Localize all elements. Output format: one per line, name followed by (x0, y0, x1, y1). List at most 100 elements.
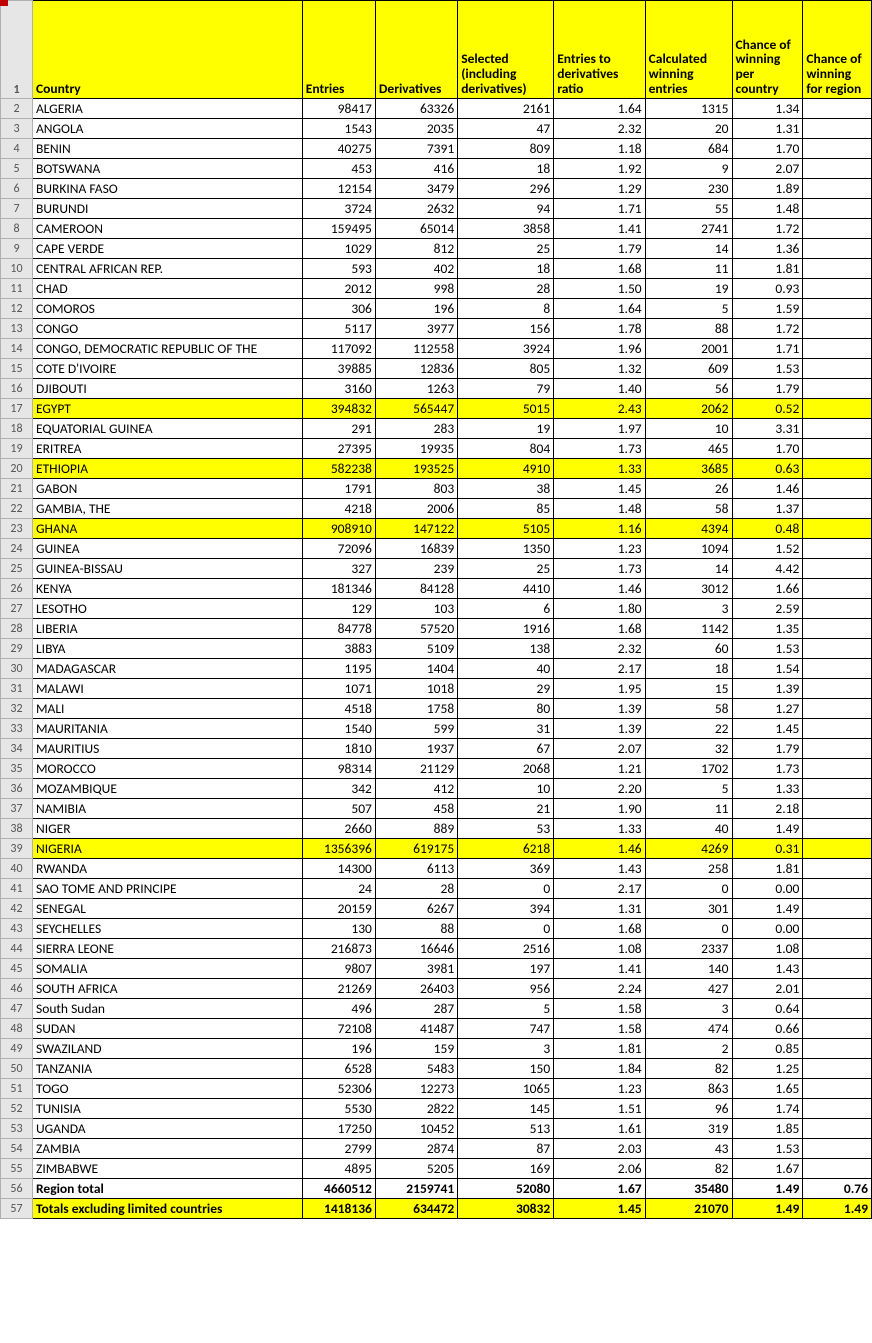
winning-cell[interactable]: 56 (645, 379, 732, 399)
col-header[interactable]: Derivatives (375, 1, 457, 99)
row-number[interactable]: 31 (1, 679, 33, 699)
winning-cell[interactable]: 43 (645, 1139, 732, 1159)
chance-country-cell[interactable]: 1.85 (732, 1119, 803, 1139)
row-number[interactable]: 34 (1, 739, 33, 759)
winning-cell[interactable]: 11 (645, 259, 732, 279)
table-row[interactable]: 14CONGO, DEMOCRATIC REPUBLIC OF THE11709… (1, 339, 872, 359)
selected-cell[interactable]: 21 (458, 799, 554, 819)
row-number[interactable]: 50 (1, 1059, 33, 1079)
table-row[interactable]: 5BOTSWANA453416181.9292.07 (1, 159, 872, 179)
derivatives-cell[interactable]: 812 (375, 239, 457, 259)
ratio-cell[interactable]: 1.23 (554, 1079, 645, 1099)
row-number[interactable]: 16 (1, 379, 33, 399)
ratio-cell[interactable]: 1.23 (554, 539, 645, 559)
chance-country-cell[interactable]: 1.65 (732, 1079, 803, 1099)
derivatives-cell[interactable]: 16839 (375, 539, 457, 559)
winning-cell[interactable]: 11 (645, 799, 732, 819)
row-number[interactable]: 11 (1, 279, 33, 299)
chance-region-cell[interactable] (803, 819, 872, 839)
chance-region-cell[interactable] (803, 759, 872, 779)
table-row[interactable]: 45SOMALIA980739811971.411401.43 (1, 959, 872, 979)
country-cell[interactable]: ETHIOPIA (33, 459, 303, 479)
row-number[interactable]: 14 (1, 339, 33, 359)
table-row[interactable]: 37NAMIBIA507458211.90112.18 (1, 799, 872, 819)
country-cell[interactable]: TOGO (33, 1079, 303, 1099)
selected-cell[interactable]: 10 (458, 779, 554, 799)
chance-country-cell[interactable]: 1.34 (732, 99, 803, 119)
derivatives-cell[interactable]: 416 (375, 159, 457, 179)
table-row[interactable]: 47South Sudan49628751.5830.64 (1, 999, 872, 1019)
country-cell[interactable]: GAMBIA, THE (33, 499, 303, 519)
winning-cell[interactable]: 3012 (645, 579, 732, 599)
table-row[interactable]: 55ZIMBABWE489552051692.06821.67 (1, 1159, 872, 1179)
col-header[interactable]: Entries to derivatives ratio (554, 1, 645, 99)
ratio-cell[interactable]: 1.43 (554, 859, 645, 879)
ratio-cell[interactable]: 1.71 (554, 199, 645, 219)
ratio-cell[interactable]: 2.32 (554, 119, 645, 139)
country-cell[interactable]: LIBYA (33, 639, 303, 659)
table-row[interactable]: 13CONGO511739771561.78881.72 (1, 319, 872, 339)
chance-region-cell[interactable] (803, 219, 872, 239)
chance-region-cell[interactable] (803, 339, 872, 359)
entries-cell[interactable]: 2799 (302, 1139, 375, 1159)
ratio-cell[interactable]: 1.61 (554, 1119, 645, 1139)
ratio-cell[interactable]: 1.92 (554, 159, 645, 179)
table-row[interactable]: 17EGYPT39483256544750152.4320620.52 (1, 399, 872, 419)
ratio-cell[interactable]: 1.45 (554, 479, 645, 499)
country-cell[interactable]: GUINEA (33, 539, 303, 559)
country-cell[interactable]: NIGERIA (33, 839, 303, 859)
entries-cell[interactable]: 1029 (302, 239, 375, 259)
chance-country-cell[interactable]: 1.48 (732, 199, 803, 219)
entries-cell[interactable]: 117092 (302, 339, 375, 359)
row-number[interactable]: 22 (1, 499, 33, 519)
selected-cell[interactable]: 87 (458, 1139, 554, 1159)
entries-cell[interactable]: 908910 (302, 519, 375, 539)
row-number[interactable]: 5 (1, 159, 33, 179)
country-cell[interactable]: COTE D'IVOIRE (33, 359, 303, 379)
chance-region-cell[interactable] (803, 239, 872, 259)
derivatives-cell[interactable]: 84128 (375, 579, 457, 599)
winning-cell[interactable]: 5 (645, 299, 732, 319)
country-cell[interactable]: SWAZILAND (33, 1039, 303, 1059)
chance-region-cell[interactable] (803, 99, 872, 119)
winning-cell[interactable]: 9 (645, 159, 732, 179)
table-row[interactable]: 31MALAWI10711018291.95151.39 (1, 679, 872, 699)
chance-region-cell[interactable] (803, 519, 872, 539)
col-header[interactable]: Entries (302, 1, 375, 99)
ratio-cell[interactable]: 2.17 (554, 659, 645, 679)
chance-region-cell[interactable] (803, 1059, 872, 1079)
ratio-cell[interactable]: 1.21 (554, 759, 645, 779)
winning-cell[interactable]: 3 (645, 999, 732, 1019)
entries-cell[interactable]: 3724 (302, 199, 375, 219)
chance-country-cell[interactable]: 2.01 (732, 979, 803, 999)
entries-cell[interactable]: 129 (302, 599, 375, 619)
chance-country-cell[interactable]: 2.18 (732, 799, 803, 819)
selected-cell[interactable]: 28 (458, 279, 554, 299)
winning-cell[interactable]: 140 (645, 959, 732, 979)
chance-region-cell[interactable] (803, 679, 872, 699)
chance-region-cell[interactable] (803, 859, 872, 879)
table-row[interactable]: 23GHANA90891014712251051.1643940.48 (1, 519, 872, 539)
winning-cell[interactable]: 2337 (645, 939, 732, 959)
selected-cell[interactable]: 85 (458, 499, 554, 519)
ratio-cell[interactable]: 1.46 (554, 579, 645, 599)
selected-cell[interactable]: 4410 (458, 579, 554, 599)
entries-cell[interactable]: 14300 (302, 859, 375, 879)
chance-region-cell[interactable] (803, 719, 872, 739)
derivatives-cell[interactable]: 57520 (375, 619, 457, 639)
chance-country-cell[interactable]: 1.74 (732, 1099, 803, 1119)
table-row[interactable]: 54ZAMBIA27992874872.03431.53 (1, 1139, 872, 1159)
ratio-cell[interactable]: 1.58 (554, 1019, 645, 1039)
table-row[interactable]: 21GABON1791803381.45261.46 (1, 479, 872, 499)
chance-country-cell[interactable]: 1.43 (732, 959, 803, 979)
chance-region-cell[interactable] (803, 779, 872, 799)
selected-cell[interactable]: 4910 (458, 459, 554, 479)
ratio-cell[interactable]: 1.08 (554, 939, 645, 959)
selected-cell[interactable]: 30832 (458, 1199, 554, 1219)
selected-cell[interactable]: 79 (458, 379, 554, 399)
col-header[interactable]: Chance of winning for region (803, 1, 872, 99)
row-number[interactable]: 19 (1, 439, 33, 459)
derivatives-cell[interactable]: 196 (375, 299, 457, 319)
chance-country-cell[interactable]: 1.31 (732, 119, 803, 139)
winning-cell[interactable]: 301 (645, 899, 732, 919)
